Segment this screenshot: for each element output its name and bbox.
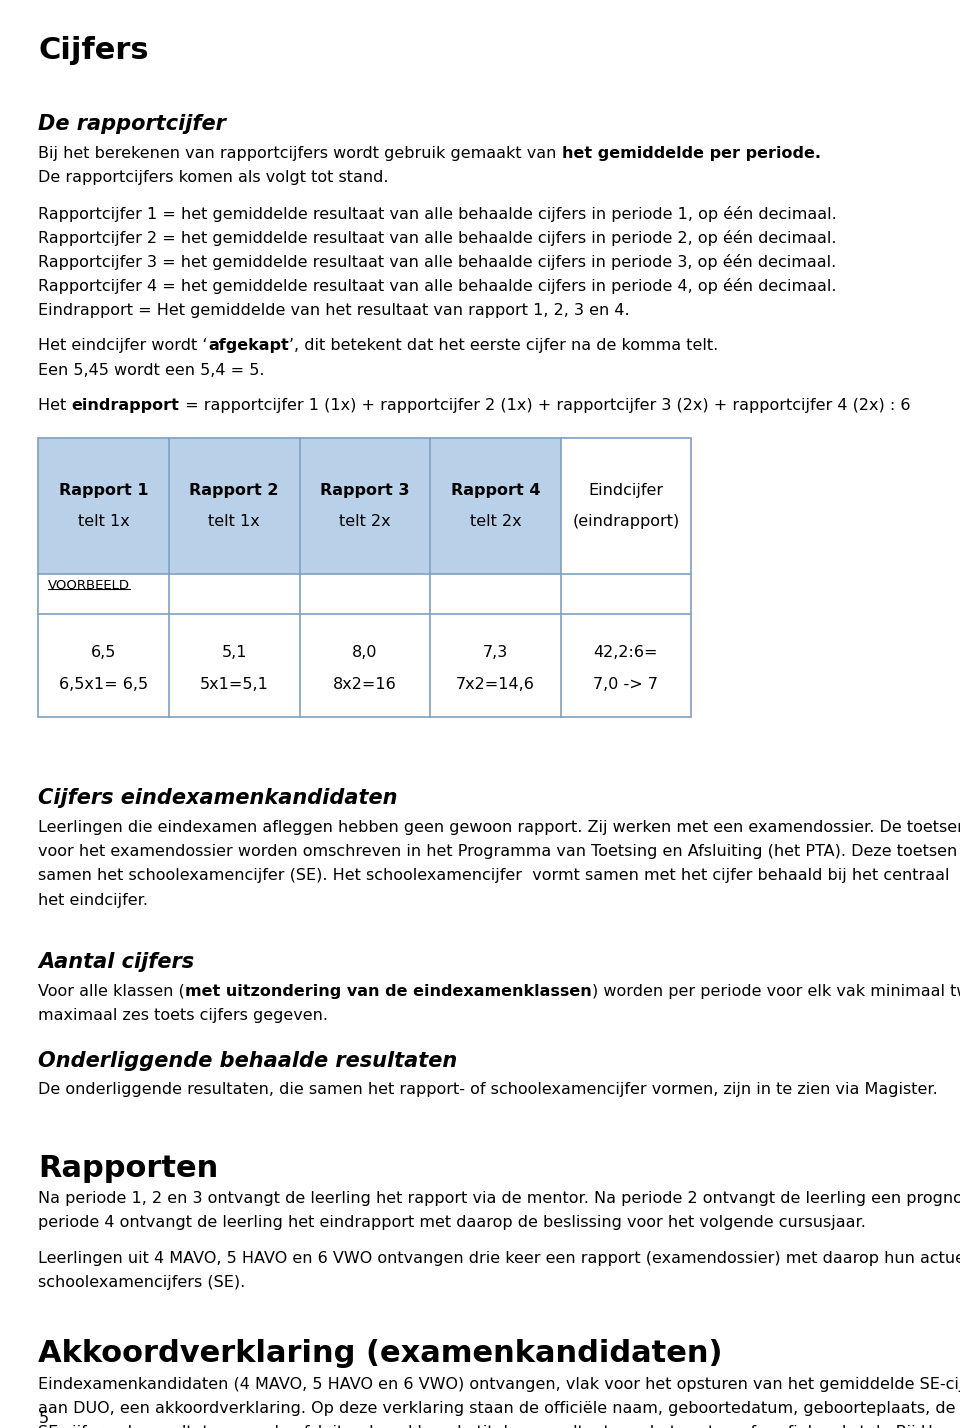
Text: ’, dit betekent dat het eerste cijfer na de komma telt.: ’, dit betekent dat het eerste cijfer na… bbox=[289, 338, 718, 354]
Text: Bij het berekenen van rapportcijfers wordt gebruik gemaakt van: Bij het berekenen van rapportcijfers wor… bbox=[38, 146, 562, 161]
Text: Een 5,45 wordt een 5,4 = 5.: Een 5,45 wordt een 5,4 = 5. bbox=[38, 363, 265, 378]
Text: Voor alle klassen (: Voor alle klassen ( bbox=[38, 984, 185, 1000]
Text: periode 4 ontvangt de leerling het eindrapport met daarop de beslissing voor het: periode 4 ontvangt de leerling het eindr… bbox=[38, 1215, 866, 1231]
Text: 42,2:6=: 42,2:6= bbox=[593, 645, 659, 660]
Text: telt 2x: telt 2x bbox=[339, 514, 391, 530]
Text: 5x1=5,1: 5x1=5,1 bbox=[200, 677, 269, 691]
Text: Rapportcijfer 1 = het gemiddelde resultaat van alle behaalde cijfers in periode : Rapportcijfer 1 = het gemiddelde resulta… bbox=[38, 206, 837, 221]
Text: Eindrapport = Het gemiddelde van het resultaat van rapport 1, 2, 3 en 4.: Eindrapport = Het gemiddelde van het res… bbox=[38, 303, 630, 318]
Text: Eindexamenkandidaten (4 MAVO, 5 HAVO en 6 VWO) ontvangen, vlak voor het opsturen: Eindexamenkandidaten (4 MAVO, 5 HAVO en … bbox=[38, 1377, 960, 1392]
Text: ) worden per periode voor elk vak minimaal twee cijfers en: ) worden per periode voor elk vak minima… bbox=[592, 984, 960, 1000]
Text: het eindcijfer.: het eindcijfer. bbox=[38, 892, 149, 908]
Text: Het eindcijfer wordt ‘: Het eindcijfer wordt ‘ bbox=[38, 338, 208, 354]
Text: samen het schoolexamencijfer (SE). Het schoolexamencijfer  vormt samen met het c: samen het schoolexamencijfer (SE). Het s… bbox=[38, 868, 960, 884]
Bar bbox=[38, 438, 691, 717]
Text: De rapportcijfer: De rapportcijfer bbox=[38, 114, 227, 134]
Bar bbox=[169, 438, 300, 574]
Text: Na periode 1, 2 en 3 ontvangt de leerling het rapport via de mentor. Na periode : Na periode 1, 2 en 3 ontvangt de leerlin… bbox=[38, 1191, 960, 1207]
Text: met uitzondering van de eindexamenklassen: met uitzondering van de eindexamenklasse… bbox=[185, 984, 592, 1000]
Text: 5,1: 5,1 bbox=[222, 645, 247, 660]
Text: Rapport 2: Rapport 2 bbox=[189, 483, 279, 498]
Text: schoolexamencijfers (SE).: schoolexamencijfers (SE). bbox=[38, 1275, 246, 1291]
Bar bbox=[38, 438, 169, 574]
Text: telt 1x: telt 1x bbox=[78, 514, 130, 530]
Text: Het: Het bbox=[38, 398, 72, 414]
Text: maximaal zes toets cijfers gegeven.: maximaal zes toets cijfers gegeven. bbox=[38, 1008, 328, 1024]
Text: eindrapport: eindrapport bbox=[72, 398, 180, 414]
Text: 7,3: 7,3 bbox=[483, 645, 508, 660]
Text: De onderliggende resultaten, die samen het rapport- of schoolexamencijfer vormen: De onderliggende resultaten, die samen h… bbox=[38, 1082, 938, 1098]
Bar bbox=[300, 438, 430, 574]
Text: Rapportcijfer 4 = het gemiddelde resultaat van alle behaalde cijfers in periode : Rapportcijfer 4 = het gemiddelde resulta… bbox=[38, 278, 837, 294]
Text: het gemiddelde per periode.: het gemiddelde per periode. bbox=[562, 146, 821, 161]
Text: 7,0 -> 7: 7,0 -> 7 bbox=[593, 677, 659, 691]
Text: 6,5: 6,5 bbox=[91, 645, 116, 660]
Text: Leerlingen uit 4 MAVO, 5 HAVO en 6 VWO ontvangen drie keer een rapport (examendo: Leerlingen uit 4 MAVO, 5 HAVO en 6 VWO o… bbox=[38, 1251, 960, 1267]
Text: Leerlingen die eindexamen afleggen hebben geen gewoon rapport. Zij werken met ee: Leerlingen die eindexamen afleggen hebbe… bbox=[38, 820, 960, 835]
Text: 8,0: 8,0 bbox=[352, 645, 377, 660]
Text: Onderliggende behaalde resultaten: Onderliggende behaalde resultaten bbox=[38, 1051, 458, 1071]
Text: 5: 5 bbox=[38, 1411, 49, 1427]
Text: 7x2=14,6: 7x2=14,6 bbox=[456, 677, 535, 691]
Text: Rapport 4: Rapport 4 bbox=[450, 483, 540, 498]
Text: Aantal cijfers: Aantal cijfers bbox=[38, 952, 195, 972]
Text: Akkoordverklaring (examenkandidaten): Akkoordverklaring (examenkandidaten) bbox=[38, 1339, 723, 1368]
Text: (eindrapport): (eindrapport) bbox=[572, 514, 680, 530]
Text: Cijfers: Cijfers bbox=[38, 36, 149, 64]
Text: Rapporten: Rapporten bbox=[38, 1154, 219, 1182]
Text: Rapport 1: Rapport 1 bbox=[59, 483, 149, 498]
Text: telt 2x: telt 2x bbox=[469, 514, 521, 530]
Text: Rapportcijfer 3 = het gemiddelde resultaat van alle behaalde cijfers in periode : Rapportcijfer 3 = het gemiddelde resulta… bbox=[38, 254, 837, 270]
Bar bbox=[430, 438, 561, 574]
Text: Rapportcijfer 2 = het gemiddelde resultaat van alle behaalde cijfers in periode : Rapportcijfer 2 = het gemiddelde resulta… bbox=[38, 230, 837, 246]
Text: VOORBEELD: VOORBEELD bbox=[48, 578, 130, 593]
Text: aan DUO, een akkoordverklaring. Op deze verklaring staan de officiële naam, gebo: aan DUO, een akkoordverklaring. Op deze … bbox=[38, 1401, 960, 1417]
Text: De rapportcijfers komen als volgt tot stand.: De rapportcijfers komen als volgt tot st… bbox=[38, 170, 389, 186]
Text: 6,5x1= 6,5: 6,5x1= 6,5 bbox=[60, 677, 148, 691]
Text: Rapport 3: Rapport 3 bbox=[320, 483, 410, 498]
Text: 8x2=16: 8x2=16 bbox=[333, 677, 396, 691]
Text: telt 1x: telt 1x bbox=[208, 514, 260, 530]
Text: = rapportcijfer 1 (1x) + rapportcijfer 2 (1x) + rapportcijfer 3 (2x) + rapportci: = rapportcijfer 1 (1x) + rapportcijfer 2… bbox=[180, 398, 910, 414]
Text: Eindcijfer: Eindcijfer bbox=[588, 483, 663, 498]
Text: SE cijfers, de resultaten van de afsluitende vakken de titel en resultaat van he: SE cijfers, de resultaten van de afsluit… bbox=[38, 1425, 960, 1428]
Text: voor het examendossier worden omschreven in het Programma van Toetsing en Afslui: voor het examendossier worden omschreven… bbox=[38, 844, 960, 860]
Text: Cijfers eindexamenkandidaten: Cijfers eindexamenkandidaten bbox=[38, 788, 397, 808]
Text: afgekapt: afgekapt bbox=[208, 338, 289, 354]
